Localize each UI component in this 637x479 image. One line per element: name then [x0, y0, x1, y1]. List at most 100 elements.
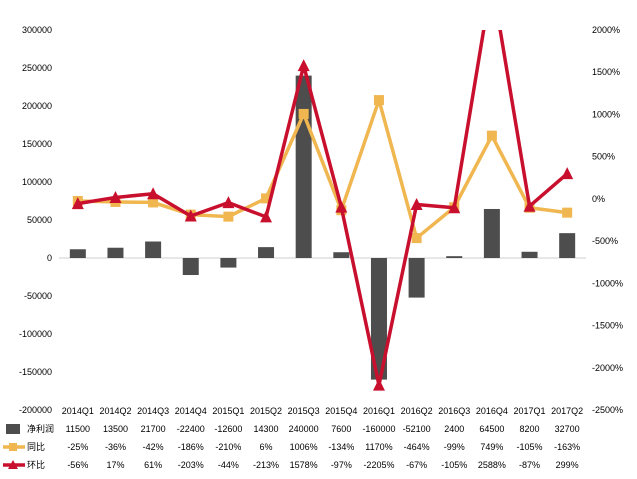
point-marker [561, 167, 574, 180]
data-label: -160000 [362, 424, 395, 434]
data-label: -22400 [177, 424, 205, 434]
bar [483, 208, 500, 258]
right-tick-label: 0% [592, 194, 605, 204]
left-axis: -200000 -150000 -100000 -50000 0 50000 100000 1… [19, 25, 52, 415]
data-label: -163% [554, 442, 580, 452]
left-tick-label: 300000 [22, 25, 52, 35]
point-marker [372, 378, 385, 391]
data-label: -134% [328, 442, 354, 452]
right-tick-label: -2000% [592, 363, 623, 373]
point-marker [109, 190, 122, 203]
left-tick-label: 250000 [22, 63, 52, 73]
left-tick-label: 50000 [27, 215, 52, 225]
data-label: 240000 [289, 424, 319, 434]
data-label: -213% [253, 460, 279, 470]
legend-name: 净利润 [27, 423, 54, 434]
data-label: -42% [143, 442, 164, 452]
data-label: 32700 [555, 424, 580, 434]
series-line [77, 98, 568, 240]
category-label: 2015Q3 [288, 406, 320, 416]
left-tick-label: 0 [47, 253, 52, 263]
data-label: 64500 [479, 424, 504, 434]
data-label: 21700 [141, 424, 166, 434]
data-label: 14300 [254, 424, 279, 434]
right-tick-label: -2500% [592, 405, 623, 415]
data-label: -52100 [403, 424, 431, 434]
legend-marker [9, 443, 17, 451]
category-label: 2015Q4 [325, 406, 357, 416]
category-label: 2015Q1 [212, 406, 244, 416]
data-label: 749% [480, 442, 503, 452]
bar-series [69, 75, 576, 380]
category-label: 2014Q3 [137, 406, 169, 416]
series-line [77, 30, 569, 387]
point-marker [184, 209, 197, 222]
left-tick-label: -200000 [19, 405, 52, 415]
right-tick-label: -500% [592, 236, 618, 246]
data-label: -2205% [363, 460, 394, 470]
point-marker [373, 95, 384, 106]
point-marker [411, 233, 422, 244]
data-label: 8200 [520, 424, 540, 434]
left-tick-label: -50000 [24, 291, 52, 301]
data-label: -97% [331, 460, 352, 470]
bar [333, 252, 350, 258]
data-label: 7600 [331, 424, 351, 434]
point-marker [562, 207, 573, 218]
data-label: -464% [404, 442, 430, 452]
right-tick-label: -1000% [592, 278, 623, 288]
data-label: 1578% [290, 460, 318, 470]
legend-swatch [6, 424, 20, 434]
legend-marker [8, 460, 18, 469]
category-label: 2014Q2 [99, 406, 131, 416]
point-marker [335, 200, 348, 213]
bar [69, 249, 86, 258]
right-tick-label: 500% [592, 152, 615, 162]
bar [408, 258, 425, 298]
data-label: 17% [106, 460, 124, 470]
data-table: 2014Q1 2014Q2 2014Q3 2014Q4 2015Q1 2015Q2 2015… [3, 406, 583, 470]
data-label: -203% [178, 460, 204, 470]
bar [107, 247, 124, 258]
left-tick-label: -150000 [19, 367, 52, 377]
point-marker [261, 193, 272, 204]
data-label: 11500 [66, 424, 90, 434]
category-label: 2015Q2 [250, 406, 282, 416]
category-label: 2016Q4 [476, 406, 508, 416]
point-marker [448, 201, 461, 214]
data-label: -99% [444, 442, 465, 452]
right-tick-label: 1500% [592, 67, 620, 77]
line-series [71, 30, 574, 391]
legend-name: 环比 [27, 459, 45, 470]
bar [446, 256, 463, 258]
bar [295, 75, 312, 258]
data-label: -210% [215, 442, 241, 452]
left-tick-label: -100000 [19, 329, 52, 339]
category-label: 2017Q1 [514, 406, 546, 416]
right-tick-label: 2000% [592, 25, 620, 35]
point-marker [298, 108, 309, 119]
category-label: 2017Q2 [551, 406, 583, 416]
category-label: 2016Q1 [363, 406, 395, 416]
point-marker [222, 196, 235, 209]
left-tick-label: 150000 [22, 139, 52, 149]
data-label: -44% [218, 460, 239, 470]
point-marker [147, 187, 160, 200]
bar [220, 258, 237, 268]
bar [559, 233, 576, 258]
point-marker [223, 211, 234, 222]
legend-name: 同比 [27, 441, 45, 452]
right-tick-label: -1500% [592, 321, 623, 331]
data-label: 1170% [365, 442, 392, 452]
data-label: 61% [144, 460, 162, 470]
data-label: 1006% [290, 442, 318, 452]
data-label: -67% [406, 460, 427, 470]
point-marker [486, 130, 497, 141]
bar [182, 258, 199, 276]
data-label: 2400 [444, 424, 464, 434]
data-label: -105% [517, 442, 543, 452]
bar [258, 247, 275, 258]
data-label: -56% [67, 460, 88, 470]
right-tick-label: 1000% [592, 109, 620, 119]
left-tick-label: 200000 [22, 101, 52, 111]
